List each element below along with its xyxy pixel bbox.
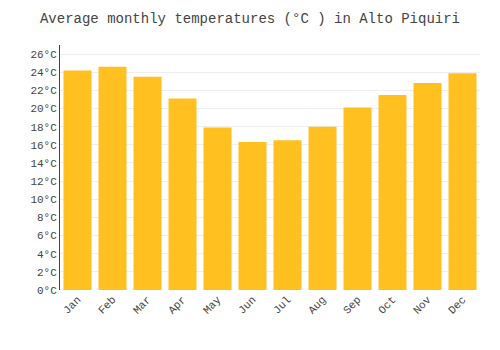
svg-text:16°C: 16°C (30, 140, 57, 152)
svg-text:Nov: Nov (411, 294, 434, 317)
svg-text:Aug: Aug (306, 294, 328, 316)
svg-text:22°C: 22°C (30, 85, 57, 97)
svg-text:Sep: Sep (341, 294, 363, 316)
svg-text:Feb: Feb (96, 294, 118, 316)
svg-text:24°C: 24°C (30, 67, 57, 79)
svg-text:Jan: Jan (61, 294, 83, 316)
svg-text:14°C: 14°C (30, 158, 57, 170)
svg-text:4°C: 4°C (37, 249, 57, 261)
svg-text:12°C: 12°C (30, 176, 57, 188)
svg-text:Dec: Dec (446, 294, 468, 316)
svg-text:Oct: Oct (376, 294, 398, 316)
svg-text:20°C: 20°C (30, 103, 57, 115)
svg-text:18°C: 18°C (30, 122, 57, 134)
svg-text:Jul: Jul (271, 294, 293, 316)
svg-text:Jun: Jun (236, 294, 258, 316)
svg-text:Average monthly temperatures (: Average monthly temperatures (°C ) in Al… (40, 11, 460, 27)
svg-text:May: May (201, 294, 224, 317)
svg-text:Apr: Apr (166, 294, 188, 316)
svg-text:10°C: 10°C (30, 194, 57, 206)
svg-text:26°C: 26°C (30, 49, 57, 61)
svg-text:0°C: 0°C (37, 285, 57, 297)
svg-text:6°C: 6°C (37, 230, 57, 242)
svg-text:Mar: Mar (131, 294, 153, 316)
svg-text:8°C: 8°C (37, 212, 57, 224)
svg-text:2°C: 2°C (37, 267, 57, 279)
